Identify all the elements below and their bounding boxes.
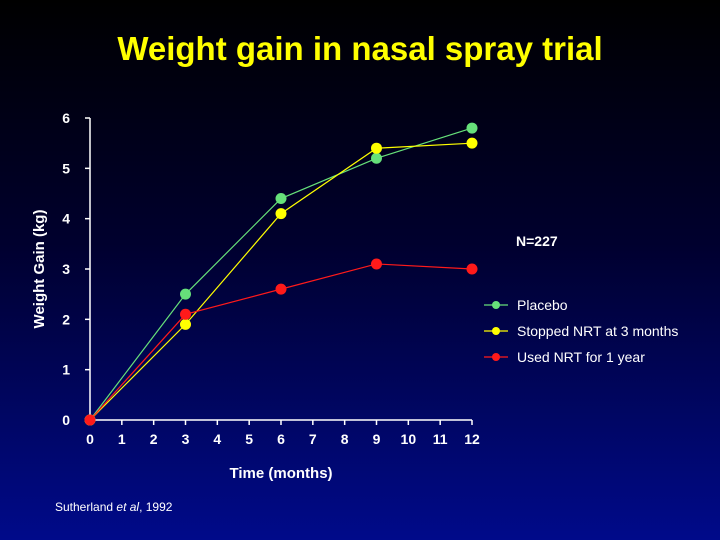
legend-marker bbox=[492, 301, 500, 309]
data-point bbox=[180, 308, 191, 320]
data-point bbox=[466, 122, 478, 134]
legend-label: Used NRT for 1 year bbox=[517, 349, 645, 365]
series-line bbox=[89, 142, 473, 421]
x-tick-label: 4 bbox=[213, 431, 221, 447]
series-line bbox=[89, 127, 473, 421]
y-tick-label: 1 bbox=[62, 362, 70, 378]
data-point bbox=[275, 193, 287, 205]
x-tick-label: 11 bbox=[433, 431, 448, 447]
series-group bbox=[89, 142, 473, 421]
data-point bbox=[466, 263, 478, 275]
citation: Sutherland et al, 1992 bbox=[55, 500, 172, 514]
x-tick-label: 8 bbox=[341, 431, 349, 447]
data-point bbox=[466, 137, 478, 149]
data-point bbox=[180, 318, 191, 330]
x-axis-label: Time (months) bbox=[229, 465, 332, 482]
sample-size-annotation: N=227 bbox=[516, 233, 558, 249]
x-tick-label: 7 bbox=[309, 431, 317, 447]
legend-marker bbox=[492, 353, 500, 361]
x-tick-label: 12 bbox=[464, 431, 480, 447]
data-point bbox=[371, 152, 382, 164]
y-tick-label: 2 bbox=[62, 311, 70, 327]
citation-etal: et al bbox=[116, 500, 140, 514]
y-tick-label: 6 bbox=[62, 110, 70, 126]
series-layer bbox=[84, 122, 478, 426]
data-point bbox=[275, 208, 287, 220]
x-tick-label: 0 bbox=[86, 431, 94, 447]
data-point bbox=[275, 283, 287, 295]
legend-label: Placebo bbox=[517, 297, 568, 313]
x-tick-label: 2 bbox=[150, 431, 158, 447]
citation-year: , 1992 bbox=[139, 500, 173, 514]
x-tick-label: 10 bbox=[401, 431, 417, 447]
series-group bbox=[89, 127, 473, 421]
x-tick-label: 5 bbox=[245, 431, 253, 447]
legend-label: Stopped NRT at 3 months bbox=[517, 323, 678, 339]
x-tick-label: 6 bbox=[277, 431, 285, 447]
y-tick-label: 0 bbox=[62, 412, 70, 428]
y-axis-label: Weight Gain (kg) bbox=[31, 210, 48, 329]
y-tick-label: 3 bbox=[62, 261, 70, 277]
data-point bbox=[84, 414, 96, 426]
slide-title: Weight gain in nasal spray trial bbox=[117, 30, 603, 67]
data-point bbox=[371, 258, 382, 270]
data-point bbox=[180, 288, 191, 300]
data-point bbox=[371, 142, 382, 154]
citation-author: Sutherland bbox=[55, 500, 117, 514]
y-tick-label: 5 bbox=[62, 160, 70, 176]
legend-marker bbox=[492, 327, 500, 335]
y-tick-label: 4 bbox=[62, 211, 70, 227]
x-tick-label: 1 bbox=[118, 431, 126, 447]
x-tick-label: 3 bbox=[182, 431, 190, 447]
legend: Placebo Stopped NRT at 3 months Used NRT f… bbox=[484, 297, 678, 365]
x-tick-label: 9 bbox=[373, 431, 381, 447]
